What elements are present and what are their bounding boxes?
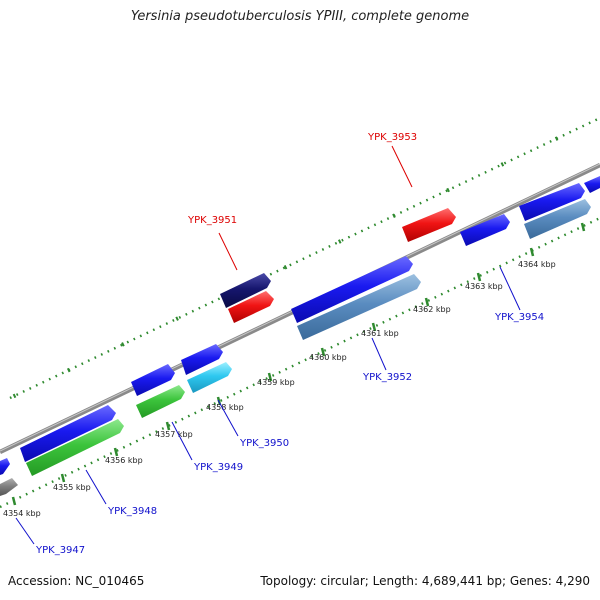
gene-arrow-ypk3954a[interactable] xyxy=(460,214,510,246)
gene-arrow-ypk3951[interactable] xyxy=(220,273,271,308)
scale-label-4361: 4361 kbp xyxy=(361,329,399,338)
gene-arrow-cyan[interactable] xyxy=(187,362,232,393)
scale-ticks xyxy=(11,222,586,506)
scale-label-4362: 4362 kbp xyxy=(413,305,451,314)
accession-label: Accession: NC_010465 xyxy=(8,574,145,588)
gene-arrow-ypk3947-fwd[interactable] xyxy=(0,458,10,475)
reverse-strand-genes xyxy=(0,199,591,496)
gene-arrow-ypk3949[interactable] xyxy=(131,364,175,396)
gene-arrow-ypk3948[interactable] xyxy=(20,405,116,462)
gene-label-ypk3947[interactable]: YPK_3947 xyxy=(35,545,85,556)
gene-arrow-ypk3954b[interactable] xyxy=(519,183,585,221)
gene-label-ypk3948[interactable]: YPK_3948 xyxy=(107,506,157,517)
scale-label-4364: 4364 kbp xyxy=(518,260,556,269)
inner-tick-track xyxy=(0,216,600,509)
scale-label-4359: 4359 kbp xyxy=(257,378,295,387)
gene-arrow-steel-2[interactable] xyxy=(524,199,591,239)
gene-arrow-ypk3955[interactable] xyxy=(584,176,600,193)
scale-label-4357: 4357 kbp xyxy=(155,430,193,439)
gene-label-ypk3951[interactable]: YPK_3951 xyxy=(187,215,237,226)
gene-labels: YPK_3947 YPK_3948 YPK_3949 YPK_3950 YPK_… xyxy=(35,132,544,556)
gene-arrow-ypk3951b[interactable] xyxy=(228,291,274,323)
gene-arrow-ypk3952[interactable] xyxy=(291,256,413,323)
map-title: Yersinia pseudotuberculosis YPIII, compl… xyxy=(130,9,470,24)
gene-label-ypk3952[interactable]: YPK_3952 xyxy=(362,372,412,383)
gene-label-ypk3953[interactable]: YPK_3953 xyxy=(367,132,417,143)
gene-arrow-green-1[interactable] xyxy=(26,419,124,476)
genome-stats-label: Topology: circular; Length: 4,689,441 bp… xyxy=(260,574,590,588)
gene-arrow-steel-1[interactable] xyxy=(297,274,421,340)
scale-label-4355: 4355 kbp xyxy=(53,483,91,492)
label-leader-lines xyxy=(15,145,521,545)
outer-tick-track xyxy=(9,116,600,400)
scale-labels: 4354 kbp 4355 kbp 4356 kbp 4357 kbp 4358… xyxy=(3,260,556,518)
gene-arrow-ypk3950[interactable] xyxy=(181,344,223,375)
gene-arrow-green-2[interactable] xyxy=(136,385,185,418)
scale-label-4354: 4354 kbp xyxy=(3,509,41,518)
gene-label-ypk3954[interactable]: YPK_3954 xyxy=(494,312,544,323)
gene-arrow-gray[interactable] xyxy=(0,478,18,496)
scale-label-4363: 4363 kbp xyxy=(465,282,503,291)
gene-arrow-ypk3953[interactable] xyxy=(402,208,456,242)
gene-label-ypk3949[interactable]: YPK_3949 xyxy=(193,462,243,473)
gene-label-ypk3950[interactable]: YPK_3950 xyxy=(239,438,289,449)
scale-label-4356: 4356 kbp xyxy=(105,456,143,465)
forward-strand-genes xyxy=(0,176,600,475)
scale-label-4360: 4360 kbp xyxy=(309,353,347,362)
scale-label-4358: 4358 kbp xyxy=(206,403,244,412)
